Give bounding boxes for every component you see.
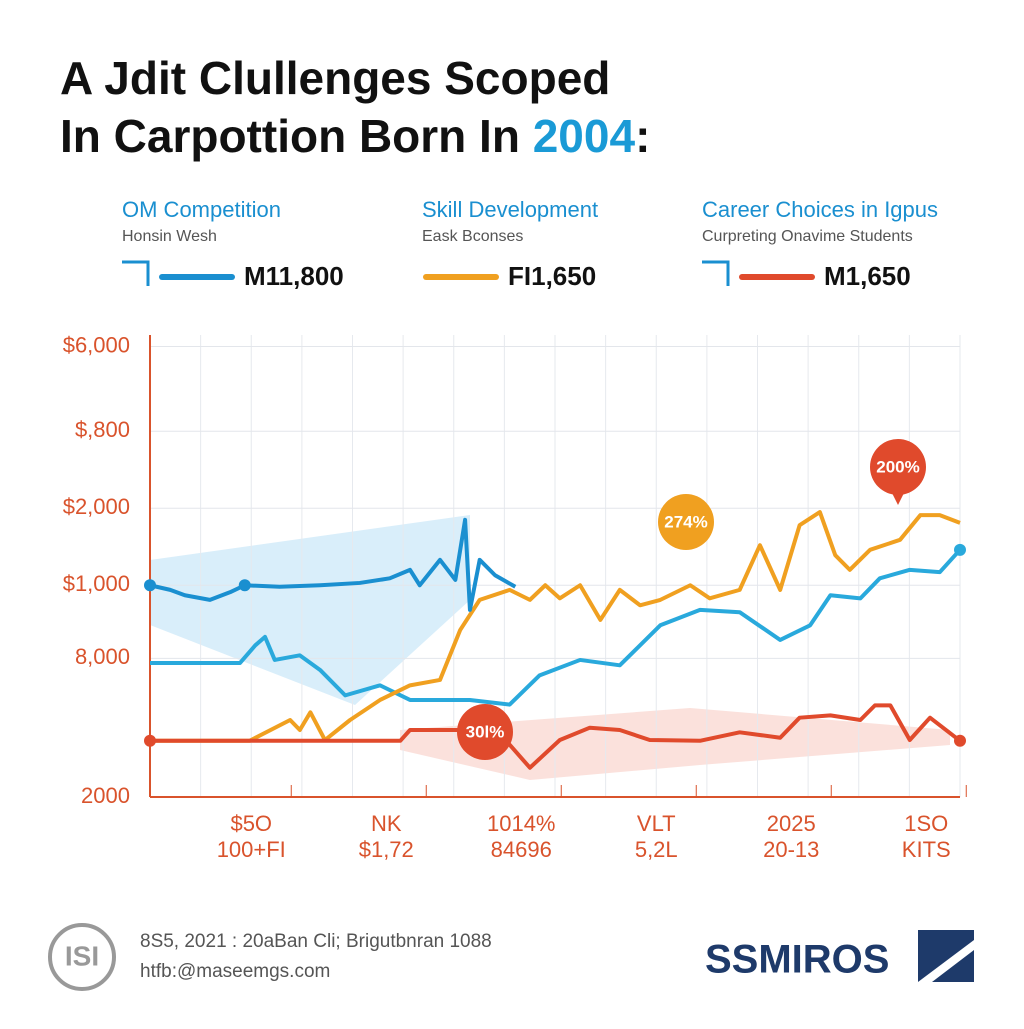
footer-text: 8S5, 2021 : 20aBan Cli; Brigutbnran 1088 — [140, 931, 492, 952]
annotation-label: 274% — [664, 512, 707, 531]
y-tick-label: 2000 — [81, 783, 130, 808]
x-tick-label: $1,72 — [359, 837, 414, 862]
legend-subtitle: Eask Bconses — [422, 228, 523, 245]
legend-value: M11,800 — [244, 261, 344, 291]
y-tick-label: $1,000 — [63, 571, 130, 596]
annotation-bubble — [658, 494, 714, 550]
point — [144, 734, 156, 747]
x-tick-label: $5O — [230, 811, 272, 836]
y-tick-label: $2,000 — [63, 494, 130, 519]
x-tick-label: 84696 — [491, 837, 552, 862]
legend-title: OM Competition — [122, 197, 281, 222]
footer-logo: ISI — [65, 940, 99, 971]
legend-value: M1,650 — [824, 261, 911, 291]
point — [238, 579, 251, 592]
x-tick-label: NK — [371, 811, 402, 836]
legend-subtitle: Honsin Wesh — [122, 228, 217, 245]
footer-logo-ring — [48, 923, 116, 991]
chart-title: A Jdit Clullenges Scoped — [60, 52, 610, 104]
x-tick-label: KITS — [902, 837, 951, 862]
legend-bracket — [122, 260, 150, 286]
title-line: In Carpottion Born In — [60, 110, 520, 162]
x-tick-label: VLT — [637, 811, 676, 836]
series-line — [150, 548, 962, 707]
title-highlight: 2004 — [533, 110, 636, 162]
footer-text: htfb:@maseemgs.com — [140, 961, 330, 982]
annotation-bubble — [457, 704, 513, 760]
y-tick-label: 8,000 — [75, 644, 130, 669]
legend-title: Career Choices in Igpus — [702, 197, 938, 222]
brand-icon — [918, 930, 974, 982]
legend-bracket — [702, 260, 730, 286]
brand-icon-stripe — [918, 940, 974, 982]
shaded-area — [150, 515, 470, 705]
point — [954, 734, 966, 747]
x-tick-label: 100+FI — [217, 837, 286, 862]
x-tick-label: 5,2L — [635, 837, 678, 862]
brand: SSMIROS — [705, 938, 889, 982]
x-tick-label: 2025 — [767, 811, 816, 836]
series-line — [149, 517, 517, 612]
y-tick-label: $6,000 — [63, 332, 130, 357]
legend-subtitle: Curpreting Onavime Students — [702, 228, 913, 245]
annotation-label: 30l% — [466, 722, 505, 741]
x-tick-label: 1SO — [904, 811, 948, 836]
legend-title: Skill Development — [422, 197, 598, 222]
legend-value: FI1,650 — [508, 261, 596, 291]
point — [144, 579, 156, 592]
y-tick-label: $,800 — [75, 417, 130, 442]
chart-title: In Carpottion Born In 2004: — [60, 110, 650, 162]
series-line — [150, 510, 961, 743]
x-tick-label: 20-13 — [763, 837, 819, 862]
title-suffix: : — [635, 110, 650, 162]
x-tick-label: 1014% — [487, 811, 556, 836]
point — [954, 543, 966, 556]
annotation-bubble — [870, 439, 926, 495]
annotation-label: 200% — [876, 457, 919, 476]
